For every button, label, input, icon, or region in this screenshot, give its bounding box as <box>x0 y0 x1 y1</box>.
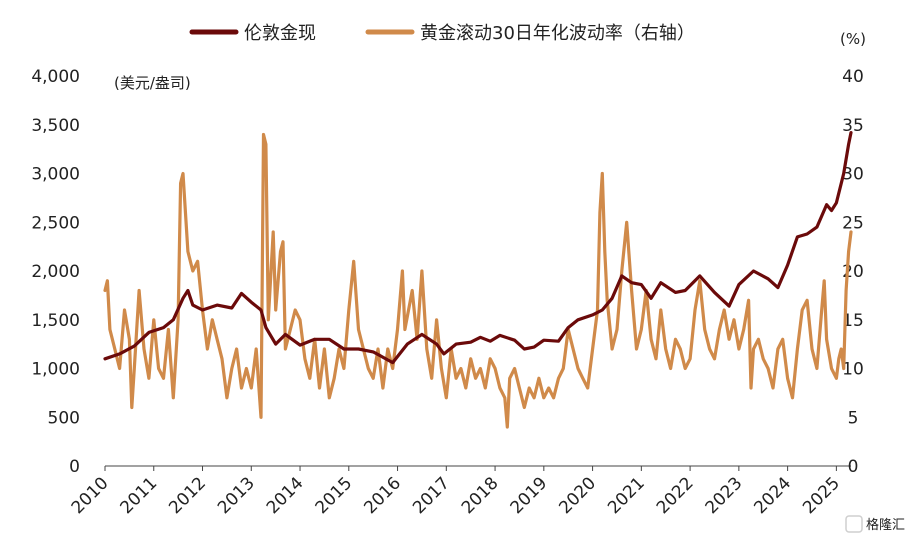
series-line-1 <box>103 132 853 429</box>
y-right-tick-label: 0 <box>848 457 859 477</box>
x-tick-label: 2010 <box>68 473 113 518</box>
y-left-tick-label: 2,000 <box>31 262 80 282</box>
watermark-logo-icon <box>845 515 863 533</box>
y-right-tick-label: 5 <box>848 408 859 428</box>
x-tick-label: 2024 <box>750 473 795 518</box>
y-right-tick-label: 15 <box>842 311 864 331</box>
y-right-tick-label: 10 <box>842 360 864 380</box>
series-layer <box>103 131 853 429</box>
y-left-tick-label: 3,500 <box>31 116 80 136</box>
y-left-tick-label: 0 <box>69 457 80 477</box>
y-left-tick-label: 4,000 <box>31 67 80 87</box>
x-tick-label: 2017 <box>409 473 454 518</box>
legend-label: 伦敦金现 <box>244 23 316 44</box>
axes: 2010 2011 2012 2013 2014 2015 2016 2017 2018 2019… <box>31 67 863 518</box>
left-axis-unit: (美元/盎司) <box>114 74 191 92</box>
x-tick-label: 2025 <box>799 473 844 518</box>
x-tick-label: 2019 <box>507 473 552 518</box>
y-left-tick-label: 1,500 <box>31 311 80 331</box>
x-tick-label: 2014 <box>263 473 308 518</box>
x-tick-label: 2018 <box>458 473 503 518</box>
x-tick-label: 2022 <box>653 473 698 518</box>
y-left-tick-label: 500 <box>48 408 80 428</box>
y-right-tick-label: 30 <box>842 165 864 185</box>
y-left-tick-label: 1,000 <box>31 360 80 380</box>
x-tick-label: 2016 <box>360 473 405 518</box>
right-axis-unit: (%) <box>840 30 866 48</box>
y-left-tick-label: 3,000 <box>31 165 80 185</box>
y-right-tick-label: 25 <box>842 213 864 233</box>
y-right-tick-label: 35 <box>842 116 864 136</box>
series-line-0 <box>103 131 853 365</box>
watermark-text: 格隆汇 <box>866 517 905 533</box>
x-tick-label: 2021 <box>604 473 649 518</box>
legend-label: 黄金滚动30日年化波动率（右轴） <box>420 23 695 44</box>
legend: 伦敦金现 黄金滚动30日年化波动率（右轴） <box>189 23 695 44</box>
y-left-tick-label: 2,500 <box>31 213 80 233</box>
x-tick-label: 2023 <box>702 473 747 518</box>
watermark: 格隆汇 <box>845 515 905 533</box>
x-tick-label: 2012 <box>165 473 210 518</box>
x-tick-label: 2011 <box>117 473 162 518</box>
x-tick-label: 2020 <box>555 473 600 518</box>
x-tick-label: 2015 <box>312 473 357 518</box>
x-tick-label: 2013 <box>214 473 259 518</box>
y-right-tick-label: 40 <box>842 67 864 87</box>
